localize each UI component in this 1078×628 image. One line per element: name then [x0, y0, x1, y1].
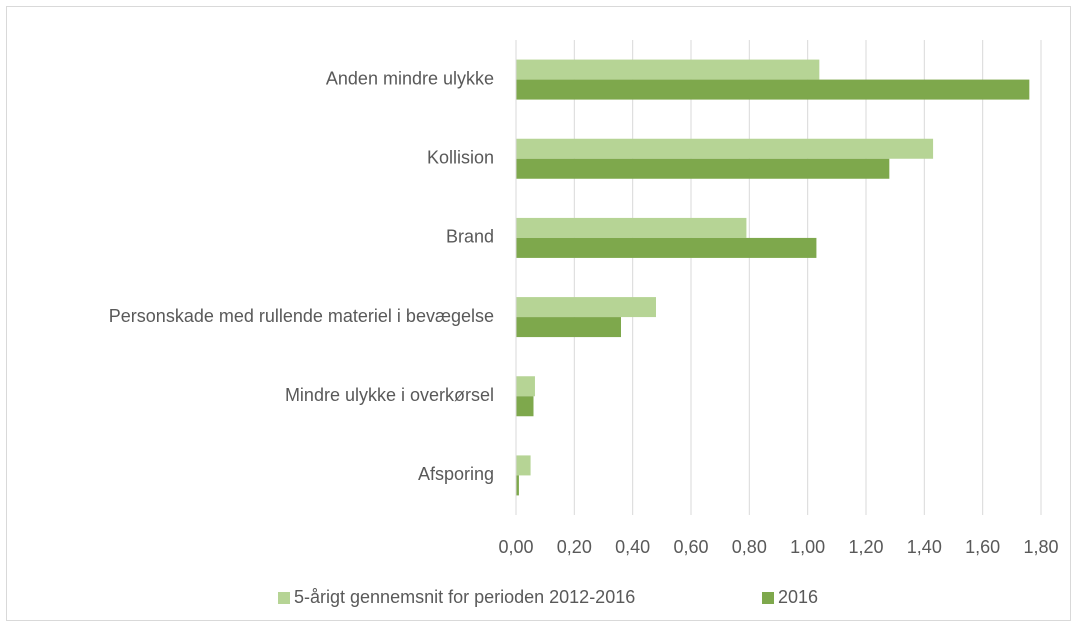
- y-tick-label: Brand: [446, 227, 494, 247]
- bar: [516, 217, 747, 238]
- bar: [516, 138, 934, 159]
- legend-label: 2016: [778, 587, 818, 607]
- bar: [516, 455, 531, 476]
- y-tick-label: Mindre ulykke i overkørsel: [285, 385, 494, 405]
- bar: [516, 317, 621, 338]
- x-tick-label: 1,20: [848, 537, 883, 557]
- y-tick-label: Personskade med rullende materiel i bevæ…: [109, 306, 494, 326]
- legend-swatch: [278, 592, 290, 604]
- bar: [516, 297, 656, 318]
- y-tick-label: Anden mindre ulykke: [326, 68, 494, 88]
- x-tick-label: 0,00: [498, 537, 533, 557]
- x-tick-label: 0,80: [732, 537, 767, 557]
- bar: [516, 158, 890, 179]
- y-tick-label: Kollision: [427, 148, 494, 168]
- bar: [516, 59, 820, 80]
- bar: [516, 79, 1030, 100]
- bar: [516, 396, 534, 417]
- x-tick-label: 1,40: [907, 537, 942, 557]
- x-tick-label: 0,60: [673, 537, 708, 557]
- x-tick-label: 1,80: [1023, 537, 1058, 557]
- bar: [516, 475, 519, 496]
- x-tick-label: 1,60: [965, 537, 1000, 557]
- legend-swatch: [762, 592, 774, 604]
- legend-label: 5-årigt gennemsnit for perioden 2012-201…: [294, 587, 635, 607]
- y-tick-label: Afsporing: [418, 464, 494, 484]
- x-tick-label: 0,40: [615, 537, 650, 557]
- x-tick-label: 1,00: [790, 537, 825, 557]
- bar: [516, 376, 535, 397]
- bar: [516, 237, 817, 258]
- x-tick-label: 0,20: [557, 537, 592, 557]
